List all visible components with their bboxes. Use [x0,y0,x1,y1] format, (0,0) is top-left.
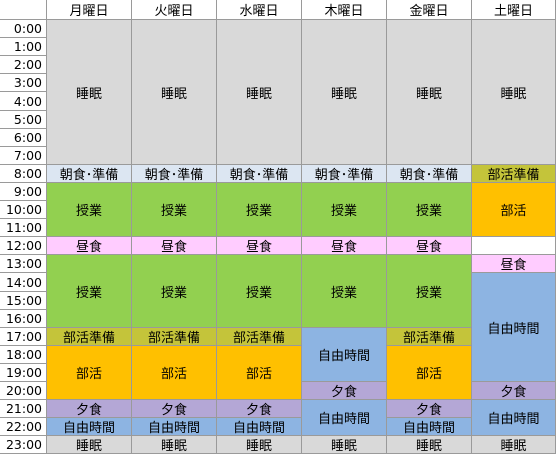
schedule-block-club[interactable]: 部活 [47,346,132,400]
schedule-block-sleep[interactable]: 睡眠 [387,20,472,165]
schedule-block-lunch[interactable]: 昼食 [217,237,302,255]
day-header: 水曜日 [217,0,302,20]
time-label: 9:00 [0,183,47,201]
time-label: 4:00 [0,92,47,111]
time-label: 21:00 [0,400,47,418]
time-label: 13:00 [0,255,47,273]
schedule-block-prep[interactable]: 部活準備 [387,328,472,346]
schedule-block-free[interactable]: 自由時間 [132,418,217,436]
schedule-block-class[interactable]: 授業 [132,183,217,237]
day-header: 火曜日 [132,0,217,20]
schedule-block-class[interactable]: 授業 [47,255,132,328]
schedule-block-class[interactable]: 授業 [387,255,472,328]
schedule-block-sleep[interactable]: 睡眠 [47,436,132,454]
schedule-block-lunch[interactable]: 昼食 [302,237,387,255]
schedule-block-lunch[interactable]: 昼食 [132,237,217,255]
time-label: 16:00 [0,310,47,328]
schedule-block-lunch[interactable]: 昼食 [472,255,556,273]
schedule-block-dinner[interactable]: 夕食 [302,382,387,400]
time-label: 3:00 [0,74,47,92]
schedule-block-class[interactable]: 授業 [47,183,132,237]
schedule-block-sleep[interactable]: 睡眠 [302,436,387,454]
schedule-block-dinner[interactable]: 夕食 [387,400,472,418]
schedule-block-blank[interactable] [472,237,556,255]
schedule-block-prep[interactable]: 部活準備 [47,328,132,346]
schedule-block-free[interactable]: 自由時間 [217,418,302,436]
schedule-block-sleep[interactable]: 睡眠 [132,20,217,165]
time-label: 18:00 [0,346,47,364]
time-label: 8:00 [0,165,47,183]
schedule-block-sleep[interactable]: 睡眠 [472,436,556,454]
time-label: 1:00 [0,38,47,56]
time-label: 12:00 [0,237,47,255]
time-label: 17:00 [0,328,47,346]
schedule-block-club[interactable]: 部活 [132,346,217,400]
schedule-block-breakfast[interactable]: 朝食･準備 [302,165,387,183]
schedule-block-lunch[interactable]: 昼食 [47,237,132,255]
schedule-block-prep[interactable]: 部活準備 [217,328,302,346]
schedule-block-dinner[interactable]: 夕食 [132,400,217,418]
day-header: 金曜日 [387,0,472,20]
time-label: 6:00 [0,129,47,147]
schedule-block-class[interactable]: 授業 [217,255,302,328]
schedule-block-lunch[interactable]: 昼食 [387,237,472,255]
day-header: 月曜日 [47,0,132,20]
schedule-block-free[interactable]: 自由時間 [302,400,387,436]
time-label: 0:00 [0,20,47,38]
schedule-block-breakfast[interactable]: 朝食･準備 [387,165,472,183]
schedule-block-sleep[interactable]: 睡眠 [387,436,472,454]
schedule-block-free[interactable]: 自由時間 [302,328,387,382]
schedule-block-free[interactable]: 自由時間 [387,418,472,436]
time-label: 15:00 [0,292,47,310]
schedule-block-class[interactable]: 授業 [302,183,387,237]
schedule-block-prep[interactable]: 部活準備 [132,328,217,346]
schedule-block-breakfast[interactable]: 朝食･準備 [217,165,302,183]
schedule-block-sleep[interactable]: 睡眠 [217,20,302,165]
schedule-block-breakfast[interactable]: 朝食･準備 [47,165,132,183]
schedule-block-sleep[interactable]: 睡眠 [132,436,217,454]
time-label: 22:00 [0,418,47,436]
schedule-block-sleep[interactable]: 睡眠 [217,436,302,454]
schedule-block-dinner[interactable]: 夕食 [472,382,556,400]
schedule-block-free[interactable]: 自由時間 [472,400,556,436]
schedule-block-sleep[interactable]: 睡眠 [302,20,387,165]
schedule-block-club[interactable]: 部活 [217,346,302,400]
day-header: 木曜日 [302,0,387,20]
schedule-block-dinner[interactable]: 夕食 [217,400,302,418]
schedule-block-class[interactable]: 授業 [302,255,387,328]
day-header: 土曜日 [472,0,556,20]
schedule-block-class[interactable]: 授業 [132,255,217,328]
time-label: 11:00 [0,219,47,237]
time-label: 7:00 [0,147,47,165]
schedule-block-club[interactable]: 部活 [472,183,556,237]
time-label: 2:00 [0,56,47,74]
corner-cell [0,0,47,20]
schedule-block-dinner[interactable]: 夕食 [47,400,132,418]
time-label: 20:00 [0,382,47,400]
time-label: 19:00 [0,364,47,382]
schedule-block-class[interactable]: 授業 [217,183,302,237]
schedule-block-sleep[interactable]: 睡眠 [472,20,556,165]
schedule-block-club[interactable]: 部活 [387,346,472,400]
schedule-block-breakfast[interactable]: 朝食･準備 [132,165,217,183]
schedule-block-prep[interactable]: 部活準備 [472,165,556,183]
schedule-block-free[interactable]: 自由時間 [47,418,132,436]
schedule-block-free[interactable]: 自由時間 [472,273,556,382]
schedule-block-sleep[interactable]: 睡眠 [47,20,132,165]
time-label: 10:00 [0,201,47,219]
time-label: 14:00 [0,273,47,292]
schedule-block-class[interactable]: 授業 [387,183,472,237]
time-label: 5:00 [0,111,47,129]
time-label: 23:00 [0,436,47,454]
